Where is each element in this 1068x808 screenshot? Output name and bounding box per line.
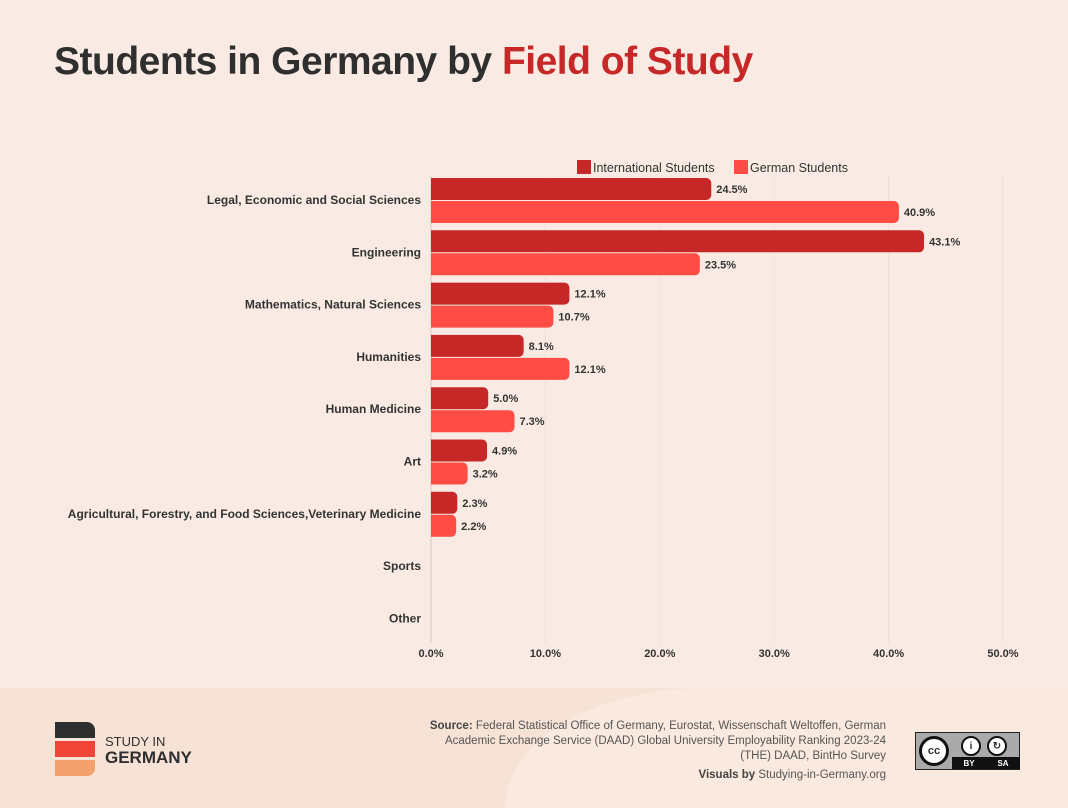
- data-label: 5.0%: [493, 393, 518, 405]
- data-label: 43.1%: [929, 236, 960, 248]
- chart-area: Students in Germany by Field of Study In…: [54, 40, 1019, 660]
- logo-icon: [55, 722, 95, 779]
- data-label: 40.9%: [904, 207, 935, 219]
- bar-international: [431, 491, 458, 514]
- bar-international: [431, 387, 489, 410]
- bar-german: [430, 253, 700, 276]
- x-tick-label: 0.0%: [418, 648, 443, 660]
- title-main: Students in Germany by: [54, 40, 502, 83]
- legend-label: German Students: [750, 161, 848, 175]
- data-label: 3.2%: [473, 469, 498, 481]
- share-alike-icon: ↻: [987, 736, 1007, 756]
- category-label: Art: [404, 455, 421, 469]
- category-labels: Legal, Economic and Social Sciences Engin…: [68, 193, 422, 625]
- data-label: 2.3%: [462, 498, 487, 510]
- visuals-link[interactable]: Studying-in-Germany.org: [758, 769, 886, 781]
- title-highlight: Field of Study: [501, 40, 753, 83]
- data-label: 2.2%: [461, 521, 486, 533]
- page-title: Students in Germany by Field of Study: [54, 40, 753, 84]
- bar-german: [431, 514, 457, 537]
- source-note: Source: Federal Statistical Office of Ge…: [429, 720, 886, 781]
- data-label: 8.1%: [529, 341, 554, 353]
- logo-text: STUDY IN GERMANY: [105, 734, 192, 768]
- x-tick-label: 30.0%: [759, 648, 790, 660]
- data-label: 12.1%: [574, 364, 605, 376]
- data-label: 12.1%: [574, 289, 605, 301]
- category-label: Legal, Economic and Social Sciences: [207, 193, 421, 207]
- data-label: 7.3%: [520, 416, 545, 428]
- category-label: Sports: [383, 559, 421, 573]
- data-label: 10.7%: [558, 312, 589, 324]
- data-label: 24.5%: [716, 184, 747, 196]
- bar-international: [430, 230, 925, 253]
- category-label: Other: [389, 611, 421, 625]
- bar-international: [431, 178, 712, 200]
- category-label: Humanities: [356, 350, 421, 364]
- x-tick-labels: 0.0% 10.0% 20.0% 30.0% 40.0% 50.0%: [418, 648, 1018, 660]
- by-person-icon: i: [961, 736, 981, 756]
- x-tick-label: 50.0%: [987, 648, 1018, 660]
- category-label: Mathematics, Natural Sciences: [245, 298, 421, 312]
- legend-swatch: [577, 160, 591, 174]
- bar-german: [430, 410, 515, 433]
- data-label: 4.9%: [492, 446, 517, 458]
- bar-german: [431, 357, 570, 380]
- bar-german: [431, 462, 468, 485]
- bar-german: [431, 305, 554, 328]
- cc-by-sa-icon: cc i ↻ BY SA: [915, 732, 1020, 770]
- category-label: Engineering: [352, 245, 421, 259]
- bar-international: [431, 334, 524, 357]
- bar-chart: International Students German Students Le…: [68, 160, 1019, 660]
- bar-international: [431, 439, 488, 462]
- category-label: Agricultural, Forestry, and Food Science…: [68, 507, 422, 521]
- legend: International Students German Students: [577, 160, 848, 175]
- legend-swatch: [734, 160, 748, 174]
- data-label: 23.5%: [705, 259, 736, 271]
- x-tick-label: 20.0%: [644, 648, 675, 660]
- legend-label: International Students: [593, 161, 715, 175]
- bar-international: [431, 282, 570, 305]
- x-tick-label: 40.0%: [873, 648, 904, 660]
- bars: 24.5% 40.9% 43.1% 23.5% 12.1% 10.7% 8.1% 12.1% 5…: [430, 178, 960, 537]
- x-tick-label: 10.0%: [530, 648, 561, 660]
- category-label: Human Medicine: [326, 402, 422, 416]
- bar-german: [431, 201, 899, 223]
- footer: STUDY IN GERMANY Source: Federal Statist…: [0, 688, 1068, 808]
